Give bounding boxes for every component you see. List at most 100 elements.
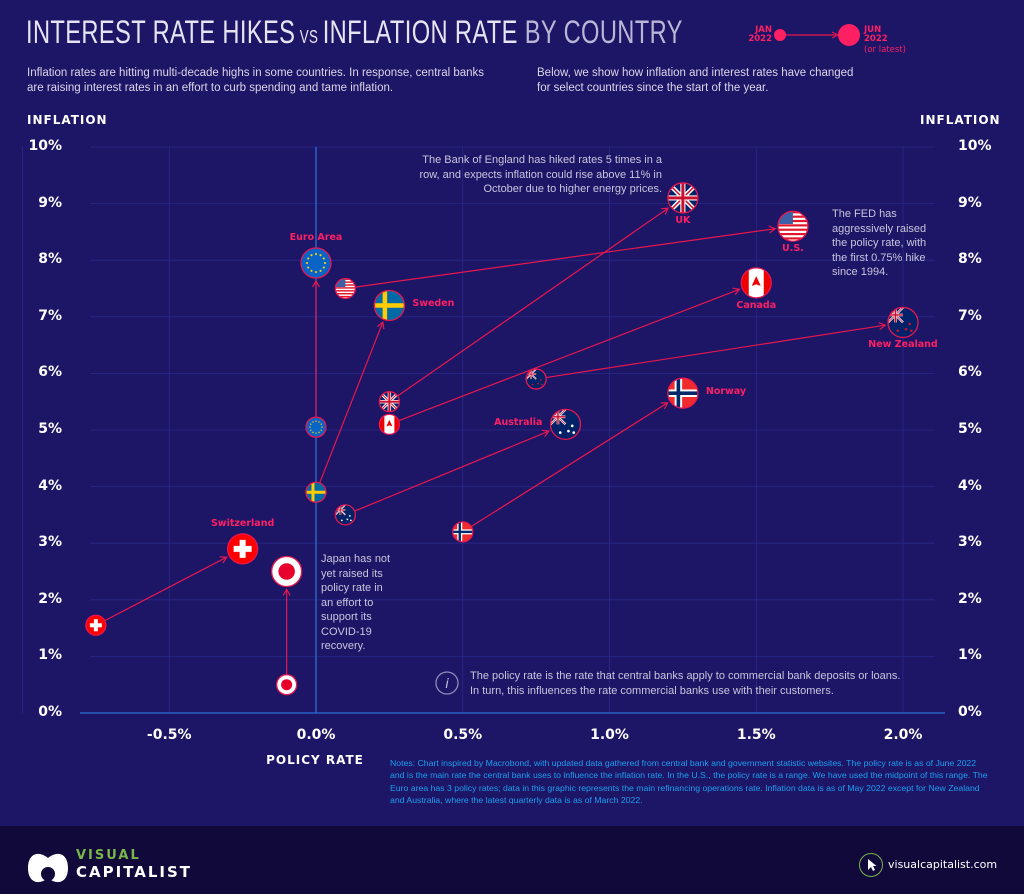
title-part-3: BY COUNTRY (524, 14, 683, 50)
visual-capitalist-logo-icon (28, 853, 68, 883)
arrow-se (319, 321, 385, 484)
x-tick-label: -0.5% (146, 727, 192, 743)
annotation-uk: The Bank of England has hiked rates 5 ti… (419, 154, 662, 195)
arrowhead (311, 279, 321, 288)
marker-start-jp (275, 674, 298, 696)
arrowhead (732, 287, 741, 296)
y-tick-label-left: 6% (38, 364, 62, 381)
arrow-line (355, 228, 776, 288)
marker-end-se (373, 289, 406, 322)
y-tick-label-left: 3% (38, 534, 62, 551)
y-tick-label-right: 8% (958, 251, 982, 268)
country-label-au: Australia (494, 417, 543, 429)
marker-end-ch (226, 533, 259, 565)
marker-end-us (777, 210, 809, 242)
x-tick-label: 1.0% (590, 727, 629, 743)
website-link[interactable]: visualcapitalist.com (888, 858, 998, 871)
annotation-info: The policy rate is the rate that central… (470, 670, 901, 697)
intro-left: Inflation rates are hitting multi-decade… (27, 67, 485, 94)
y-tick-label-right: 5% (958, 421, 982, 437)
y-tick-label-left: 5% (38, 421, 62, 437)
y-tick-label-right: 1% (958, 647, 982, 664)
x-tick-label: 0.0% (296, 727, 336, 743)
title-part-1: INTEREST RATE HIKES (26, 14, 296, 50)
arrow-no (470, 402, 669, 528)
marker-end-eu (300, 247, 332, 279)
arrow-uk (397, 207, 670, 397)
chart-plot (22, 146, 945, 714)
logo-text-top: VISUAL (76, 848, 141, 863)
country-label-uk: UK (675, 214, 691, 226)
intro-right: Below, we show how inflation and interes… (537, 67, 854, 94)
y-tick-label-left: 4% (38, 477, 62, 494)
logo-text-bottom: CAPITALIST (76, 863, 193, 881)
arrow-line (354, 430, 550, 512)
arrow-nz (545, 322, 887, 379)
legend-end-note: (or latest) (864, 45, 906, 55)
y-tick-label-left: 7% (38, 307, 62, 324)
svg-text:i: i (445, 677, 449, 692)
y-tick-label-right: 7% (958, 307, 982, 324)
marker-start-no (452, 521, 474, 543)
legend-start-label: JAN 2022 (748, 25, 772, 44)
arrow-line (104, 556, 227, 622)
arrow-line (319, 322, 384, 484)
marker-start-eu (305, 416, 327, 438)
marker-end-au (549, 408, 582, 440)
cursor-icon (859, 853, 883, 877)
y-tick-label-right: 6% (958, 364, 982, 381)
arrowhead (219, 556, 228, 564)
marker-start-ca (378, 413, 401, 435)
arrowhead (661, 207, 670, 215)
arrow-us (355, 225, 777, 288)
arrowhead (541, 429, 550, 438)
marker-end-ca (740, 267, 772, 299)
annotation-japan: Japan has not yet raised its policy rate… (321, 553, 391, 652)
arrowhead (768, 225, 777, 234)
y-axis-title-left: INFLATION (27, 113, 108, 127)
arrow-line (470, 402, 668, 528)
marker-start-ch (85, 614, 107, 636)
y-tick-label-left: 8% (38, 251, 62, 268)
y-axis-title-right: INFLATION (920, 113, 1001, 127)
y-tick-label-right: 2% (958, 590, 982, 607)
country-label-us: U.S. (782, 243, 804, 255)
arrow-ch (104, 556, 228, 622)
y-tick-label-right: 9% (958, 194, 982, 211)
country-label-eu: Euro Area (289, 232, 343, 244)
legend-graphic (774, 24, 860, 46)
marker-end-uk (667, 182, 699, 214)
legend-end-marker (838, 24, 860, 46)
page-title: INTEREST RATE HIKES VS INFLATION RATE BY C… (26, 14, 683, 51)
arrow-eu (311, 279, 321, 418)
x-tick-label: 2.0% (883, 727, 923, 743)
footer: VISUAL CAPITALIST visualcapitalist.com (0, 826, 1024, 894)
title-part-2: INFLATION RATE (322, 14, 518, 50)
marker-start-au (334, 504, 357, 526)
arrowhead (660, 402, 669, 410)
title-vs: VS (299, 27, 319, 47)
legend-end-label: JUN 2022 (864, 25, 888, 44)
info-icon: i (435, 671, 459, 695)
country-label-ch: Switzerland (210, 517, 275, 529)
arrow-au (354, 429, 550, 512)
y-tick-label-right: 10% (958, 138, 992, 154)
country-label-nz: New Zealand (868, 339, 938, 351)
arrow-line (398, 288, 740, 422)
annotation-us: The FED has aggressively raised the poli… (832, 208, 927, 278)
marker-start-nz (525, 368, 547, 390)
marker-start-uk (378, 391, 401, 413)
y-tick-label-left: 2% (38, 590, 62, 607)
country-label-no: Norway (705, 386, 747, 398)
marker-start-us (334, 277, 357, 300)
y-tick-label-right: 3% (958, 534, 982, 551)
marker-start-se (305, 481, 327, 503)
country-label-se: Sweden (412, 298, 455, 310)
marker-end-nz (887, 306, 919, 339)
y-tick-label-left: 10% (28, 138, 62, 154)
marker-end-jp (270, 555, 303, 588)
legend-start-marker (774, 29, 786, 41)
x-tick-label: 1.5% (736, 727, 776, 743)
arrow-jp (282, 588, 291, 675)
y-tick-label-left: 9% (38, 194, 62, 211)
